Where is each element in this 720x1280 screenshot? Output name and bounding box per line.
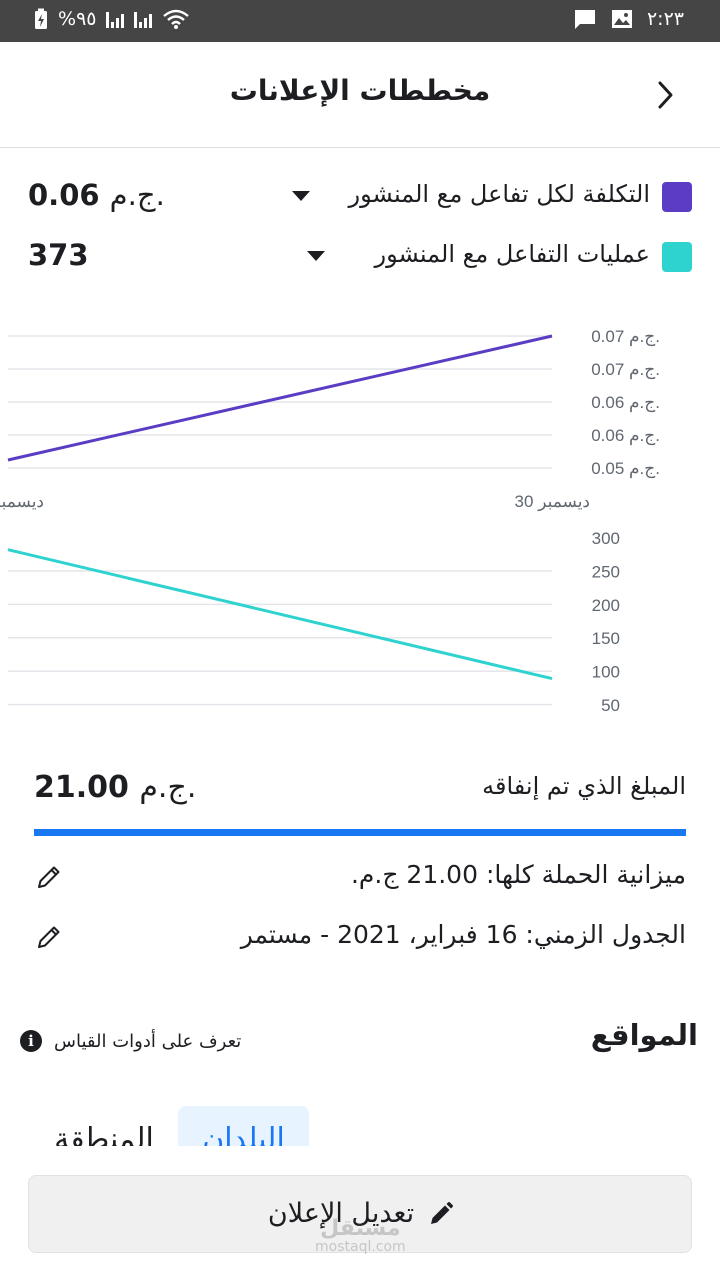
schedule-row: الجدول الزمني: 16 فبراير، 2021 - مستمر (34, 916, 686, 960)
legend-swatch-cost (662, 182, 692, 212)
schedule-text: الجدول الزمني: 16 فبراير، 2021 - مستمر (240, 920, 686, 949)
learn-measurement-text[interactable]: تعرف على أدوات القياس (54, 1030, 242, 1052)
amount-spent-row: المبلغ الذي تم إنفاقه 21.00 ج.م. (34, 770, 686, 814)
y-tick-label: 150 (592, 629, 620, 648)
signal-icon-2 (134, 10, 153, 28)
metric-row-cost-per-engagement: التكلفة لكل تفاعل مع المنشور 0.06 ج.م. (28, 176, 692, 216)
battery-percent: %٩٥ (58, 8, 97, 30)
metric-value-engagements: 373 (28, 238, 89, 272)
y-tick-label: 0.07 ج.م. (591, 327, 660, 347)
back-chevron-icon[interactable] (652, 78, 680, 112)
amount-spent-value: 21.00 ج.م. (34, 770, 197, 805)
learn-measurement-link[interactable]: تعرف على أدوات القياس i (20, 1026, 241, 1056)
spend-progress-fill (34, 829, 686, 836)
metric-selector-engagements[interactable]: عمليات التفاعل مع المنشور (374, 240, 650, 268)
y-tick-label: 0.06 ج.م. (591, 393, 660, 413)
status-left: %٩٥ (34, 8, 190, 30)
tab-region[interactable]: المنطقة (54, 1122, 154, 1146)
y-tick-label: 0.06 ج.م. (591, 426, 660, 446)
metric-selector-cost[interactable]: التكلفة لكل تفاعل مع المنشور (348, 180, 650, 208)
series-line-cost (7, 334, 553, 462)
amount-spent-label: المبلغ الذي تم إنفاقه (482, 772, 686, 800)
info-icon[interactable]: i (20, 1030, 42, 1052)
edit-pencil-icon[interactable] (34, 862, 64, 892)
metric-row-engagements: عمليات التفاعل مع المنشور 373 (28, 236, 692, 276)
line-charts: 0.07 ج.م. 0.07 ج.م. 0.06 ج.م. 0.06 ج.م. 0.05… (0, 327, 660, 715)
y-tick-label: 300 (592, 529, 620, 548)
dropdown-caret-icon[interactable] (307, 251, 325, 261)
x-tick-label: ديسمبر (0, 492, 44, 512)
clock: ٢:٢٣ (646, 8, 684, 30)
edit-ad-button-content: تعديل الإعلان (29, 1198, 693, 1229)
app-header: مخططات الإعلانات (0, 42, 720, 148)
status-bar: %٩٥ ٢:٢٣ (0, 0, 720, 42)
budget-text: ميزانية الحملة كلها: 21.00 ج.م. (350, 860, 686, 889)
x-tick-label: ديسمبر 30 (515, 492, 590, 512)
image-icon (611, 10, 632, 28)
metric-value-cost: 0.06 ج.م. (28, 178, 165, 212)
legend-swatch-engagements (662, 242, 692, 272)
series-line-engagements (7, 548, 553, 681)
placement-tabs: البلدان المنطقة (0, 1100, 720, 1146)
y-tick-label: 50 (601, 696, 620, 715)
edit-pencil-icon[interactable] (34, 922, 64, 952)
dropdown-caret-icon[interactable] (292, 191, 310, 201)
battery-charging-icon (35, 8, 47, 29)
y-tick-label: 250 (592, 562, 620, 581)
y-tick-label: 100 (592, 663, 620, 682)
spend-progress-bar (34, 829, 686, 836)
placements-heading: المواقع (590, 1018, 698, 1052)
status-right: ٢:٢٣ (573, 8, 684, 30)
page-title: مخططات الإعلانات (229, 74, 491, 107)
watermark-logo: مستقل mostaql.com (315, 1216, 406, 1255)
y-tick-label: 0.07 ج.م. (591, 360, 660, 380)
message-icon (574, 10, 595, 29)
edit-ad-label: تعديل الإعلان (267, 1198, 415, 1229)
y-tick-label: 0.05 ج.م. (591, 459, 660, 479)
tab-countries[interactable]: البلدان (178, 1106, 309, 1146)
pencil-icon (431, 1201, 454, 1224)
wifi-icon (163, 9, 190, 29)
y-tick-label: 200 (592, 596, 620, 615)
edit-ad-button[interactable]: تعديل الإعلان (28, 1175, 692, 1253)
signal-icon (106, 10, 125, 28)
budget-row: ميزانية الحملة كلها: 21.00 ج.م. (34, 856, 686, 900)
